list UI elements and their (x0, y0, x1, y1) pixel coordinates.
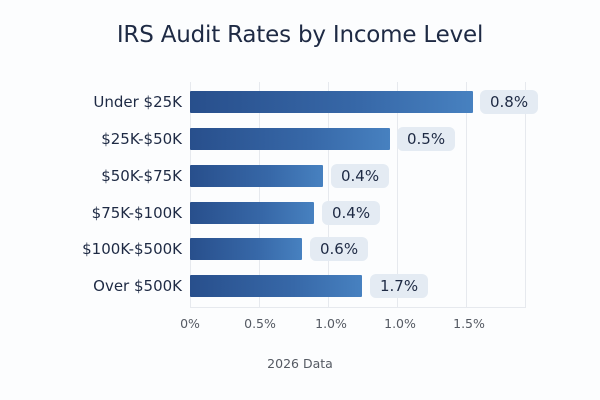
x-tick-label: 0.5% (244, 316, 276, 331)
bar-under-25k (190, 91, 473, 113)
bar-50k-75k (190, 165, 323, 187)
x-tick-label: 0% (180, 316, 200, 331)
value-badge: 0.8% (480, 90, 539, 114)
bar-over-500k (190, 275, 362, 297)
gridline (190, 82, 191, 307)
bar-25k-50k (190, 128, 390, 150)
value-badge: 1.7% (370, 274, 429, 298)
category-label: Over $500K (93, 277, 182, 295)
bar-100k-500k (190, 238, 302, 260)
gridline (466, 82, 467, 307)
gridline (328, 82, 329, 307)
value-badge: 0.4% (322, 201, 381, 225)
x-tick-label: 1.0% (315, 316, 347, 331)
chart-title: IRS Audit Rates by Income Level (116, 22, 484, 48)
bar-75k-100k (190, 202, 314, 224)
x-tick-label: 1.5% (453, 316, 485, 331)
x-tick-label: 1.0% (384, 316, 416, 331)
category-label: $75K-$100K (91, 204, 182, 222)
data-year-footnote: 2026 Data (267, 356, 333, 371)
value-badge: 0.4% (331, 164, 390, 188)
category-label: $100K-$500K (82, 240, 182, 258)
category-label: $25K-$50K (101, 130, 182, 148)
value-badge: 0.5% (397, 127, 456, 151)
category-label: $50K-$75K (101, 167, 182, 185)
gridline (259, 82, 260, 307)
category-label: Under $25K (93, 93, 182, 111)
plot-area (190, 82, 526, 308)
value-badge: 0.6% (310, 237, 369, 261)
gridline (397, 82, 398, 307)
